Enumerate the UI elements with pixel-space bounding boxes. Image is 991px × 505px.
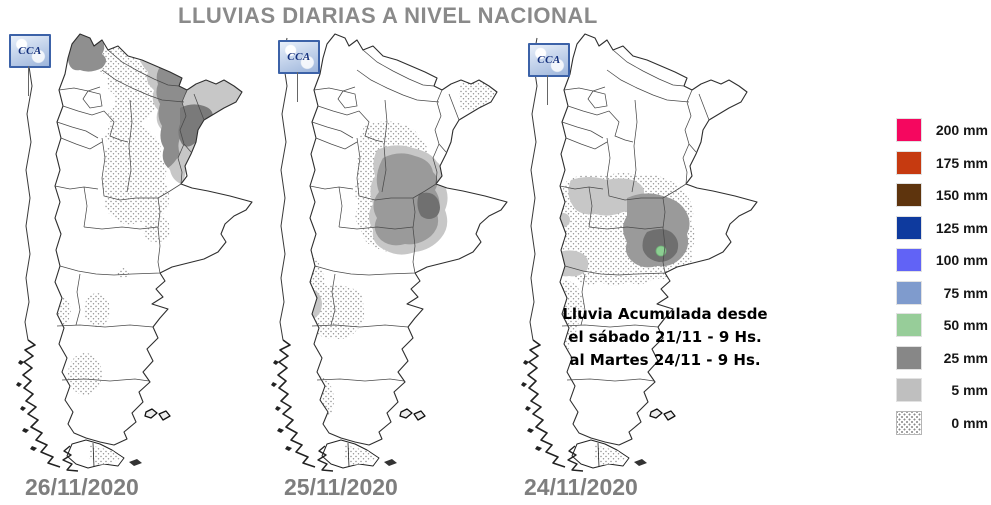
legend-swatch-50mm	[896, 313, 922, 337]
legend-row: 200 mm	[896, 118, 988, 142]
map-date-label: 24/11/2020	[524, 474, 638, 500]
legend-swatch-0mm	[896, 410, 922, 435]
cca-logo: CCA	[278, 40, 320, 102]
legend-label: 150 mm	[935, 187, 988, 203]
rainfall-legend: 200 mm 175 mm 150 mm 125 mm 100 mm 75 mm…	[896, 118, 988, 443]
legend-row: 150 mm	[896, 183, 988, 207]
legend-label: 0 mm	[951, 414, 988, 431]
legend-label: 5 mm	[951, 382, 988, 398]
legend-row: 50 mm	[896, 313, 988, 337]
legend-label: 25 mm	[943, 349, 988, 366]
legend-label: 75 mm	[943, 284, 988, 301]
annotation-line-2: el sábado 21/11 - 9 Hs.	[568, 328, 762, 346]
argentina-rainfall-map-24-11	[515, 30, 765, 478]
argentina-rainfall-map-25-11	[265, 30, 515, 478]
legend-label: 100 mm	[935, 252, 988, 268]
legend-row: 0 mm	[896, 410, 988, 435]
legend-row: 75 mm	[896, 280, 988, 305]
legend-swatch-5mm	[896, 378, 922, 402]
annotation-line-1: Lluvia Acumulada desde	[562, 305, 768, 323]
legend-swatch-150mm	[896, 183, 922, 207]
legend-label: 125 mm	[935, 219, 988, 236]
legend-swatch-100mm	[896, 248, 922, 272]
map-date-label: 25/11/2020	[284, 474, 398, 500]
legend-swatch-175mm	[896, 150, 922, 175]
legend-row: 175 mm	[896, 150, 988, 175]
cca-logo: CCA	[528, 43, 570, 105]
legend-swatch-75mm	[896, 280, 922, 305]
map-panel-24-11	[515, 30, 765, 478]
legend-label: 200 mm	[935, 122, 988, 138]
page-title: LLUVIAS DIARIAS A NIVEL NACIONAL	[178, 3, 598, 28]
legend-swatch-125mm	[896, 215, 922, 240]
legend-row: 125 mm	[896, 215, 988, 240]
map-panel-25-11	[265, 30, 515, 478]
legend-label: 175 mm	[935, 154, 988, 171]
legend-swatch-25mm	[896, 345, 922, 370]
argentina-rainfall-map-26-11	[10, 30, 260, 478]
legend-swatch-200mm	[896, 118, 922, 142]
legend-row: 100 mm	[896, 248, 988, 272]
map-date-label: 26/11/2020	[25, 474, 139, 500]
legend-row: 25 mm	[896, 345, 988, 370]
legend-label: 50 mm	[943, 317, 988, 333]
annotation-line-3: al Martes 24/11 - 9 Hs.	[569, 351, 761, 369]
accumulated-rain-annotation: Lluvia Acumulada desde el sábado 21/11 -…	[540, 303, 790, 372]
map-panel-26-11	[10, 30, 260, 478]
cca-logo: CCA	[9, 34, 51, 96]
legend-row: 5 mm	[896, 378, 988, 402]
